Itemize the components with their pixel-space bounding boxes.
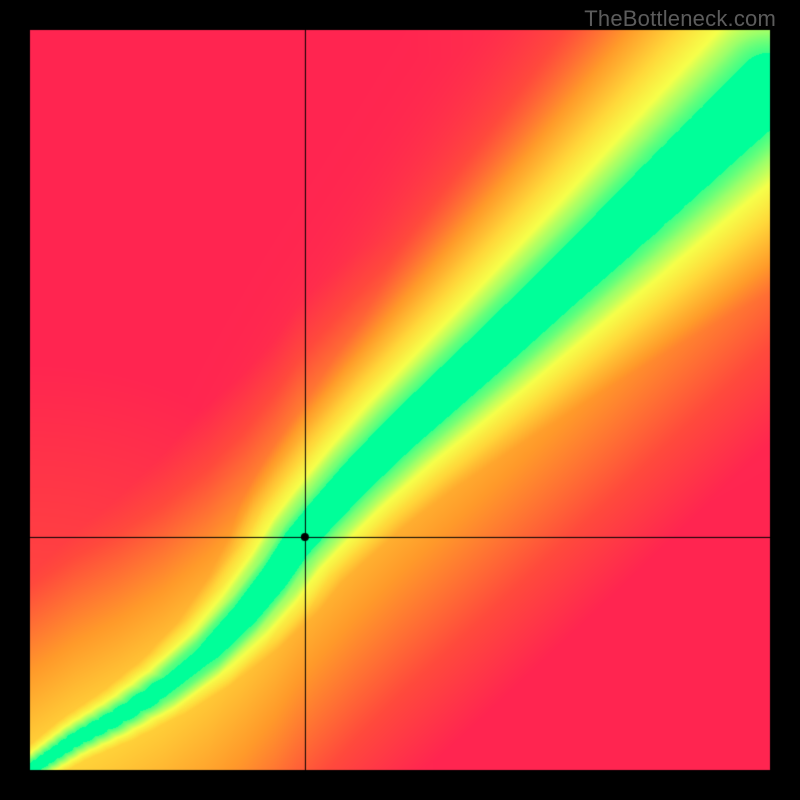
chart-container: TheBottleneck.com [0, 0, 800, 800]
watermark-text: TheBottleneck.com [584, 6, 776, 32]
bottleneck-heatmap [0, 0, 800, 800]
